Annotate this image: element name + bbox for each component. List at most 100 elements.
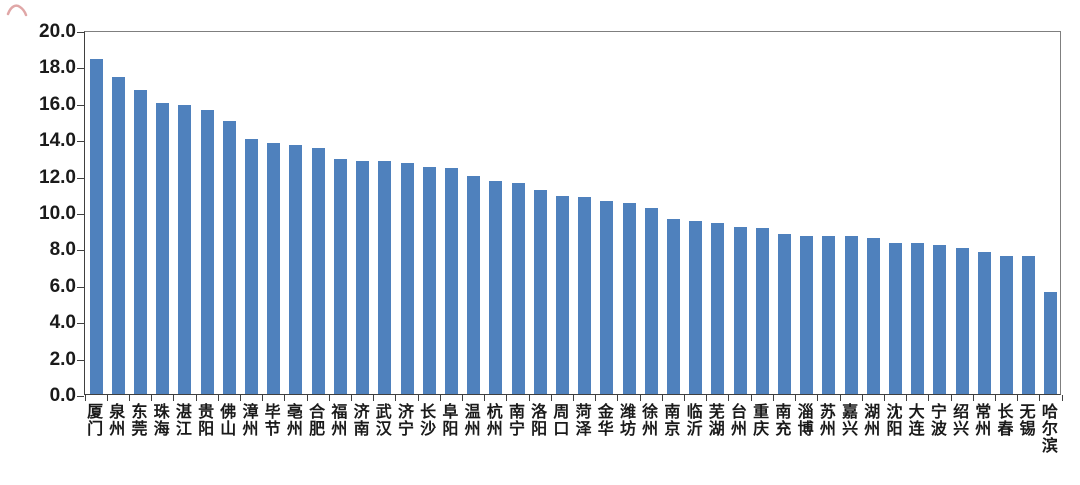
x-axis-category-label: 南 京 [664, 404, 681, 438]
bar [245, 139, 258, 394]
x-axis-tick [351, 395, 352, 401]
bar [333, 159, 347, 394]
x-axis-category-label: 阜 阳 [442, 404, 459, 438]
x-axis-category-label: 洛 阳 [531, 404, 548, 438]
bar [666, 219, 680, 394]
x-axis-tick [484, 395, 486, 401]
y-axis-tick-label: 2.0 [49, 348, 76, 370]
bar [711, 222, 725, 394]
bar [911, 242, 925, 394]
x-axis-category-label: 台 州 [730, 404, 747, 438]
x-axis-tick [861, 395, 863, 401]
y-axis-tick-label: 6.0 [49, 275, 76, 297]
bar [578, 197, 592, 394]
bar [511, 182, 525, 394]
y-axis-tick-label: 4.0 [49, 312, 76, 334]
x-axis-category-label: 苏 州 [819, 404, 836, 438]
bar [533, 190, 547, 394]
x-axis-tick [1017, 395, 1019, 401]
x-axis-tick [1061, 395, 1063, 401]
x-axis-category-label: 嘉 兴 [842, 404, 859, 438]
bar [555, 195, 569, 394]
x-axis-category-label: 湛 江 [175, 404, 192, 438]
y-axis-tick-label: 0.0 [49, 385, 76, 406]
x-axis-tick [528, 395, 530, 401]
bar [111, 77, 125, 394]
x-axis-category-label: 潍 坊 [619, 404, 636, 438]
x-axis-category-label: 毕 节 [264, 404, 281, 438]
x-axis-tick [795, 395, 796, 401]
x-axis-category-label: 重 庆 [753, 404, 770, 438]
x-axis-tick [462, 395, 463, 401]
bar [644, 208, 658, 394]
x-axis-tick [239, 395, 241, 401]
x-axis-tick [972, 395, 974, 401]
y-axis-tick-label: 20.0 [39, 21, 76, 42]
x-axis-tick [173, 395, 175, 401]
x-axis-tick [195, 395, 197, 401]
x-axis-tick [439, 395, 441, 401]
x-axis-tick [84, 395, 86, 401]
y-axis-tick [77, 286, 84, 288]
x-axis-category-label: 泉 州 [109, 404, 126, 438]
y-axis-tick [77, 177, 84, 179]
bar [866, 237, 880, 394]
x-axis-category-label: 徐 州 [642, 404, 659, 438]
x-axis-tick [373, 395, 375, 401]
x-axis-tick [151, 395, 153, 401]
bar [777, 233, 791, 394]
bar [889, 242, 902, 394]
bar [755, 228, 769, 394]
x-axis-category-label: 济 南 [353, 404, 370, 438]
x-axis-tick [573, 395, 574, 401]
x-axis-tick [284, 395, 286, 401]
x-axis-tick [684, 395, 685, 401]
bar [200, 110, 214, 394]
bar [378, 161, 392, 394]
x-axis-category-label: 长 沙 [420, 404, 437, 438]
x-axis-category-label: 淄 博 [797, 404, 814, 438]
bar [800, 235, 814, 394]
x-axis-category-label: 无 锡 [1019, 404, 1036, 438]
x-axis-category-label: 芜 湖 [708, 404, 725, 438]
x-axis-category-label: 佛 山 [220, 404, 237, 438]
bar [311, 148, 325, 394]
x-axis-tick [306, 395, 308, 401]
x-axis-category-label: 临 沂 [686, 404, 703, 438]
x-axis-category-label: 武 汉 [375, 404, 392, 438]
x-axis-tick [639, 395, 641, 401]
x-axis-tick [395, 395, 397, 401]
bar [489, 181, 503, 394]
x-axis-category-label: 福 州 [331, 404, 348, 438]
bar [467, 175, 481, 394]
x-axis-tick [883, 395, 885, 401]
x-axis-tick [906, 395, 908, 401]
x-axis-category-label: 南 充 [775, 404, 792, 438]
x-axis-category-label: 哈 尔 滨 [1041, 404, 1058, 455]
bar [622, 202, 636, 394]
x-axis-tick [750, 395, 752, 401]
x-axis-category-label: 湖 州 [864, 404, 881, 438]
y-axis-tick-label: 12.0 [39, 166, 76, 188]
bar [1000, 255, 1013, 394]
bar [689, 221, 703, 394]
y-axis-tick-label: 8.0 [49, 239, 76, 261]
x-axis-tick [506, 395, 508, 401]
bar [977, 252, 991, 394]
x-axis-tick [550, 395, 552, 401]
bar [289, 144, 303, 394]
y-axis-tick [77, 104, 84, 106]
x-axis-category-label: 周 口 [553, 404, 570, 438]
y-axis-tick [77, 214, 84, 215]
y-axis-tick-label: 10.0 [39, 203, 76, 224]
bar [356, 161, 370, 394]
x-axis-tick [1039, 395, 1041, 401]
bar [222, 121, 236, 394]
x-axis-category-label: 东 莞 [131, 404, 148, 438]
bar [933, 244, 947, 394]
x-axis-tick [817, 395, 819, 401]
x-axis-category-label: 漳 州 [242, 404, 259, 438]
x-axis-tick [839, 395, 841, 401]
y-axis-tick [77, 250, 84, 252]
y-axis-tick [77, 396, 84, 397]
